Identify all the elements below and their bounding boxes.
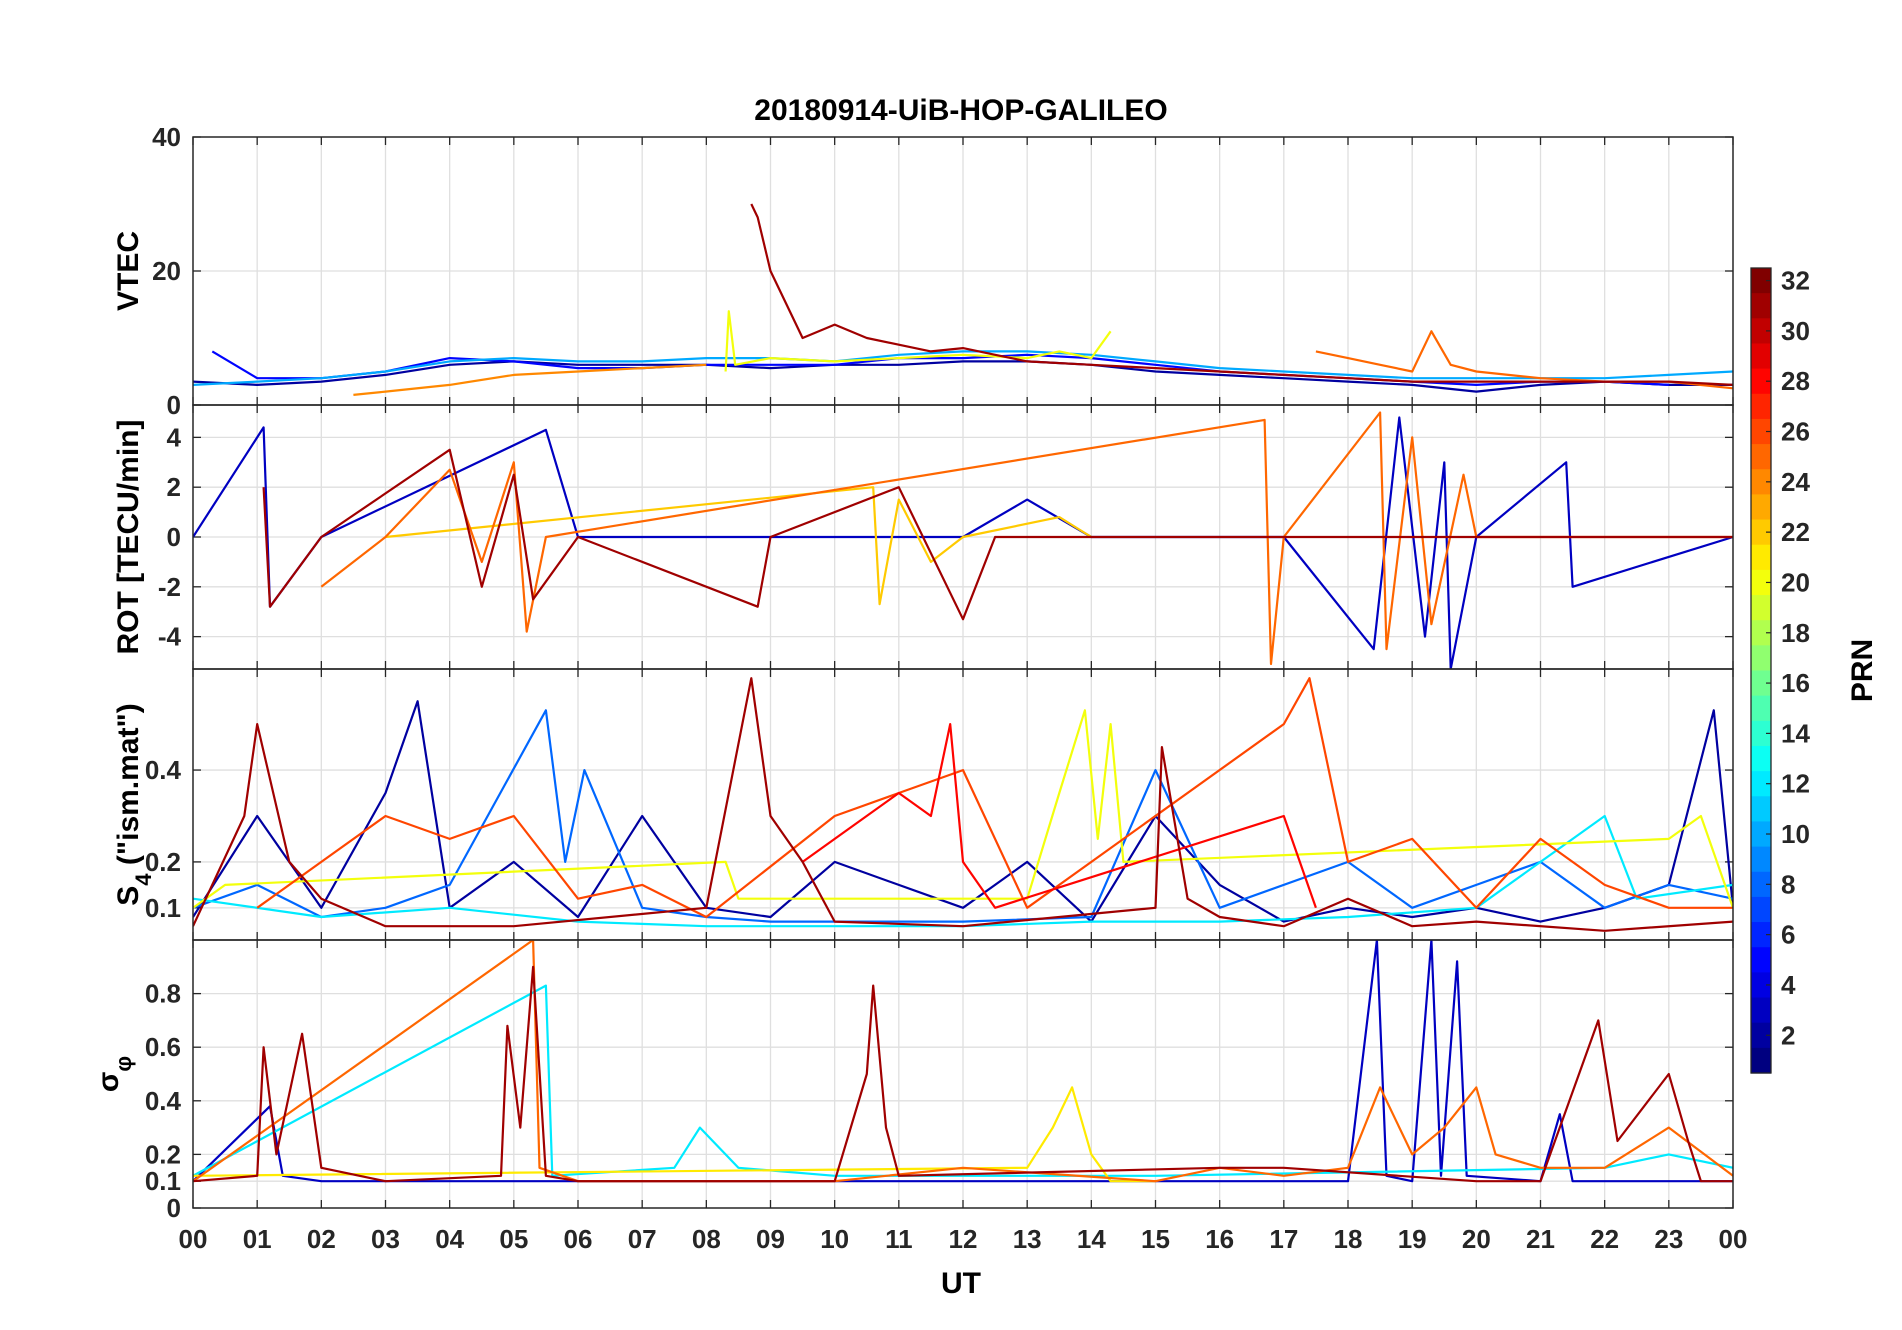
y-tick-label: -2 — [158, 572, 181, 602]
x-tick-label: 10 — [820, 1224, 849, 1254]
y-tick-label: -4 — [158, 622, 182, 652]
colorbar-tick-label: 12 — [1781, 769, 1810, 799]
colorbar-tick-label: 22 — [1781, 517, 1810, 547]
y-tick-label: 4 — [167, 422, 182, 452]
x-tick-label: 20 — [1462, 1224, 1491, 1254]
y-tick-label: 0.1 — [145, 893, 181, 923]
x-axis-label: UT — [941, 1267, 981, 1300]
series-line-prn-2 — [193, 360, 1733, 393]
x-tick-label: 04 — [435, 1224, 464, 1254]
x-tick-label: 07 — [628, 1224, 657, 1254]
x-tick-label: 16 — [1205, 1224, 1234, 1254]
y-tick-label: 0.6 — [145, 1032, 181, 1062]
x-tick-label: 00 — [1719, 1224, 1748, 1254]
panel-s4: 0.1 0.2 0.4S4 ("ism.mat") — [112, 668, 1734, 941]
colorbar-tick-label: 16 — [1781, 668, 1810, 698]
y-tick-label: 0.2 — [145, 847, 181, 877]
colorbar-tick-label: 32 — [1781, 266, 1810, 296]
colorbar-tick-label: 4 — [1781, 970, 1796, 1000]
x-tick-label: 08 — [692, 1224, 721, 1254]
y-axis-label: S4 ("ism.mat") — [112, 703, 156, 905]
y-tick-label: 0.1 — [145, 1166, 181, 1196]
x-tick-label: 00 — [179, 1224, 208, 1254]
panel-vtec: 0 20 40 VTEC — [112, 122, 1734, 420]
series-line-prn-26 — [256, 677, 1733, 919]
colorbar-tick-label: 6 — [1781, 920, 1795, 950]
x-tick-label: 13 — [1013, 1224, 1042, 1254]
series-line-prn-2 — [193, 700, 1733, 923]
colorbar-tick-label: 14 — [1781, 718, 1810, 748]
x-tick-label: 05 — [499, 1224, 528, 1254]
series-line-prn-12 — [193, 984, 1733, 1177]
x-tick-label: 18 — [1334, 1224, 1363, 1254]
colorbar-tick-label: 2 — [1781, 1020, 1795, 1050]
y-tick-label: 20 — [152, 256, 181, 286]
series-line-prn-20 — [724, 310, 1112, 372]
x-tick-label: 22 — [1590, 1224, 1619, 1254]
colorbar-tick-label: 18 — [1781, 618, 1810, 648]
colorbar-tick-label: 24 — [1781, 467, 1810, 497]
y-axis-label: σφ — [92, 1056, 136, 1092]
colorbar-tick-label: 10 — [1781, 819, 1810, 849]
y-tick-label: 2 — [167, 472, 181, 502]
x-tick-label: 11 — [885, 1224, 913, 1254]
x-tick-label: 15 — [1141, 1224, 1170, 1254]
x-tick-label: 12 — [949, 1224, 978, 1254]
x-tick-label: 21 — [1526, 1224, 1555, 1254]
x-tick-label: 09 — [756, 1224, 785, 1254]
panel-rot: -4 -2 0 2 4 ROT [TECU/min] — [112, 404, 1734, 670]
series-line-prn-21 — [193, 1086, 1156, 1183]
colorbar-tick-label: 20 — [1781, 567, 1810, 597]
panel-sigma_phi: 00.10.2 0.4 0.6 0.8 σφ — [92, 939, 1734, 1223]
y-tick-label: 0.4 — [145, 755, 182, 785]
chart-title: 20180914-UiB-HOP-GALILEO — [754, 94, 1167, 127]
colorbar-tick-label: 30 — [1781, 316, 1810, 346]
y-axis-label: VTEC — [112, 231, 145, 311]
colorbar-tick-label: 26 — [1781, 417, 1810, 447]
y-tick-label: 0 — [167, 1193, 181, 1223]
colorbar-tick-label: 28 — [1781, 366, 1810, 396]
y-tick-label: 0.8 — [145, 979, 181, 1009]
series-line-prn-24 — [353, 363, 707, 396]
x-tick-label: 02 — [307, 1224, 336, 1254]
series-line-prn-25 — [320, 411, 1733, 666]
y-tick-label: 0 — [167, 390, 181, 420]
x-tick-label: 14 — [1077, 1224, 1106, 1254]
series-line-prn-22 — [385, 486, 1092, 606]
y-tick-label: 0.2 — [145, 1139, 181, 1169]
series-line-prn-20 — [193, 709, 1733, 909]
x-tick-label: 19 — [1398, 1224, 1427, 1254]
colorbar-tick-label: 8 — [1781, 869, 1795, 899]
series-line-prn-31 — [193, 965, 1733, 1183]
x-tick-label: 01 — [243, 1224, 272, 1254]
series-line-prn-31 — [750, 203, 1733, 386]
y-tick-label: 0.4 — [145, 1086, 182, 1116]
x-tick-label: 17 — [1269, 1224, 1298, 1254]
series-line-prn-31 — [193, 677, 1733, 932]
series-line-prn-12 — [193, 814, 1733, 928]
series-line-prn-31 — [262, 448, 1733, 621]
y-tick-label: 40 — [152, 122, 181, 152]
x-tick-label: 23 — [1654, 1224, 1683, 1254]
y-axis-label: ROT [TECU/min] — [112, 420, 145, 655]
series-line-prn-10 — [193, 350, 1733, 386]
y-tick-label: 0 — [167, 522, 181, 552]
colorbar-label: PRN — [1846, 639, 1879, 702]
x-tick-label: 06 — [564, 1224, 593, 1254]
series-line-prn-28 — [801, 723, 1317, 909]
x-tick-label: 03 — [371, 1224, 400, 1254]
